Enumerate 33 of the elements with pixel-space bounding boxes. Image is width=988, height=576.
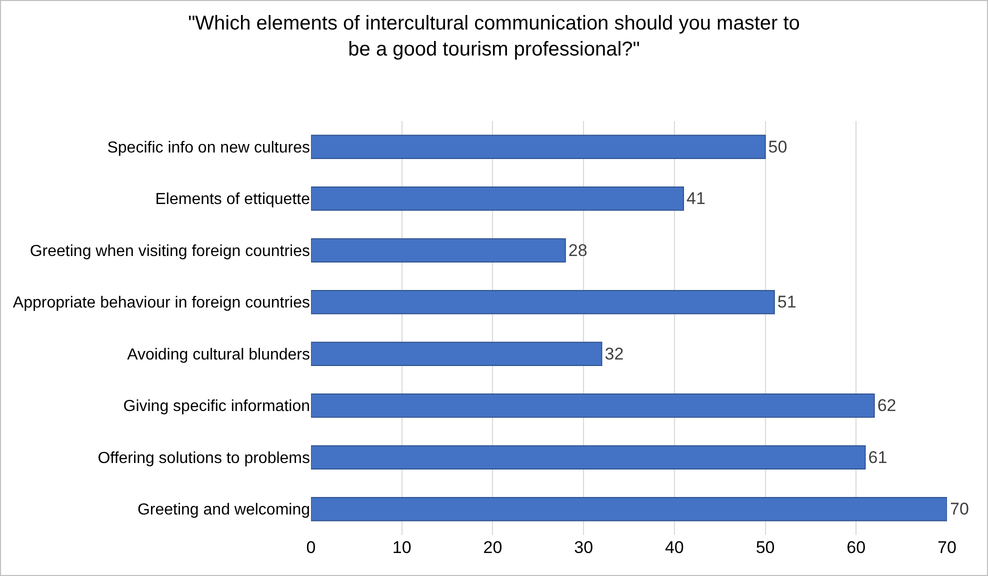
data-label: 62 (877, 396, 896, 416)
x-tick-label: 50 (756, 538, 775, 557)
x-tick-label: 20 (483, 538, 502, 557)
bar (311, 290, 775, 314)
data-label: 28 (568, 240, 588, 260)
y-tick-label: Specific info on new cultures (107, 139, 310, 156)
data-label: 32 (604, 344, 624, 364)
x-tick-label: 30 (574, 538, 594, 557)
x-tick-label: 60 (846, 538, 866, 557)
x-tick-label: 0 (306, 538, 316, 557)
bar (311, 238, 566, 263)
x-tick-label: 40 (664, 538, 684, 557)
bar (311, 445, 866, 470)
bar (311, 393, 875, 418)
x-tick-label: 70 (938, 538, 956, 557)
y-tick-label: Greeting when visiting foreign countries (30, 242, 310, 260)
x-tick-label: 10 (392, 538, 412, 557)
bar (311, 134, 766, 160)
y-tick-label: Greeting and welcoming (137, 502, 310, 519)
data-label: 50 (768, 137, 788, 156)
y-tick-label: Elements of ettiquette (155, 191, 310, 208)
data-label: 70 (950, 500, 969, 519)
bar (311, 496, 947, 522)
data-label: 41 (686, 189, 706, 208)
y-tick-label: Appropriate behaviour in foreign countries (12, 294, 310, 312)
data-label: 61 (868, 448, 888, 467)
data-label: 51 (777, 292, 796, 312)
y-tick-label: Offering solutions to problems (98, 450, 310, 467)
chart-title: "Which elements of intercultural communication should you master to be a good tourism professional?" (188, 12, 800, 61)
bar (311, 342, 602, 366)
y-tick-label: Avoiding cultural blunders (127, 346, 310, 364)
bar (311, 186, 684, 211)
y-tick-label: Giving specific information (123, 398, 310, 416)
